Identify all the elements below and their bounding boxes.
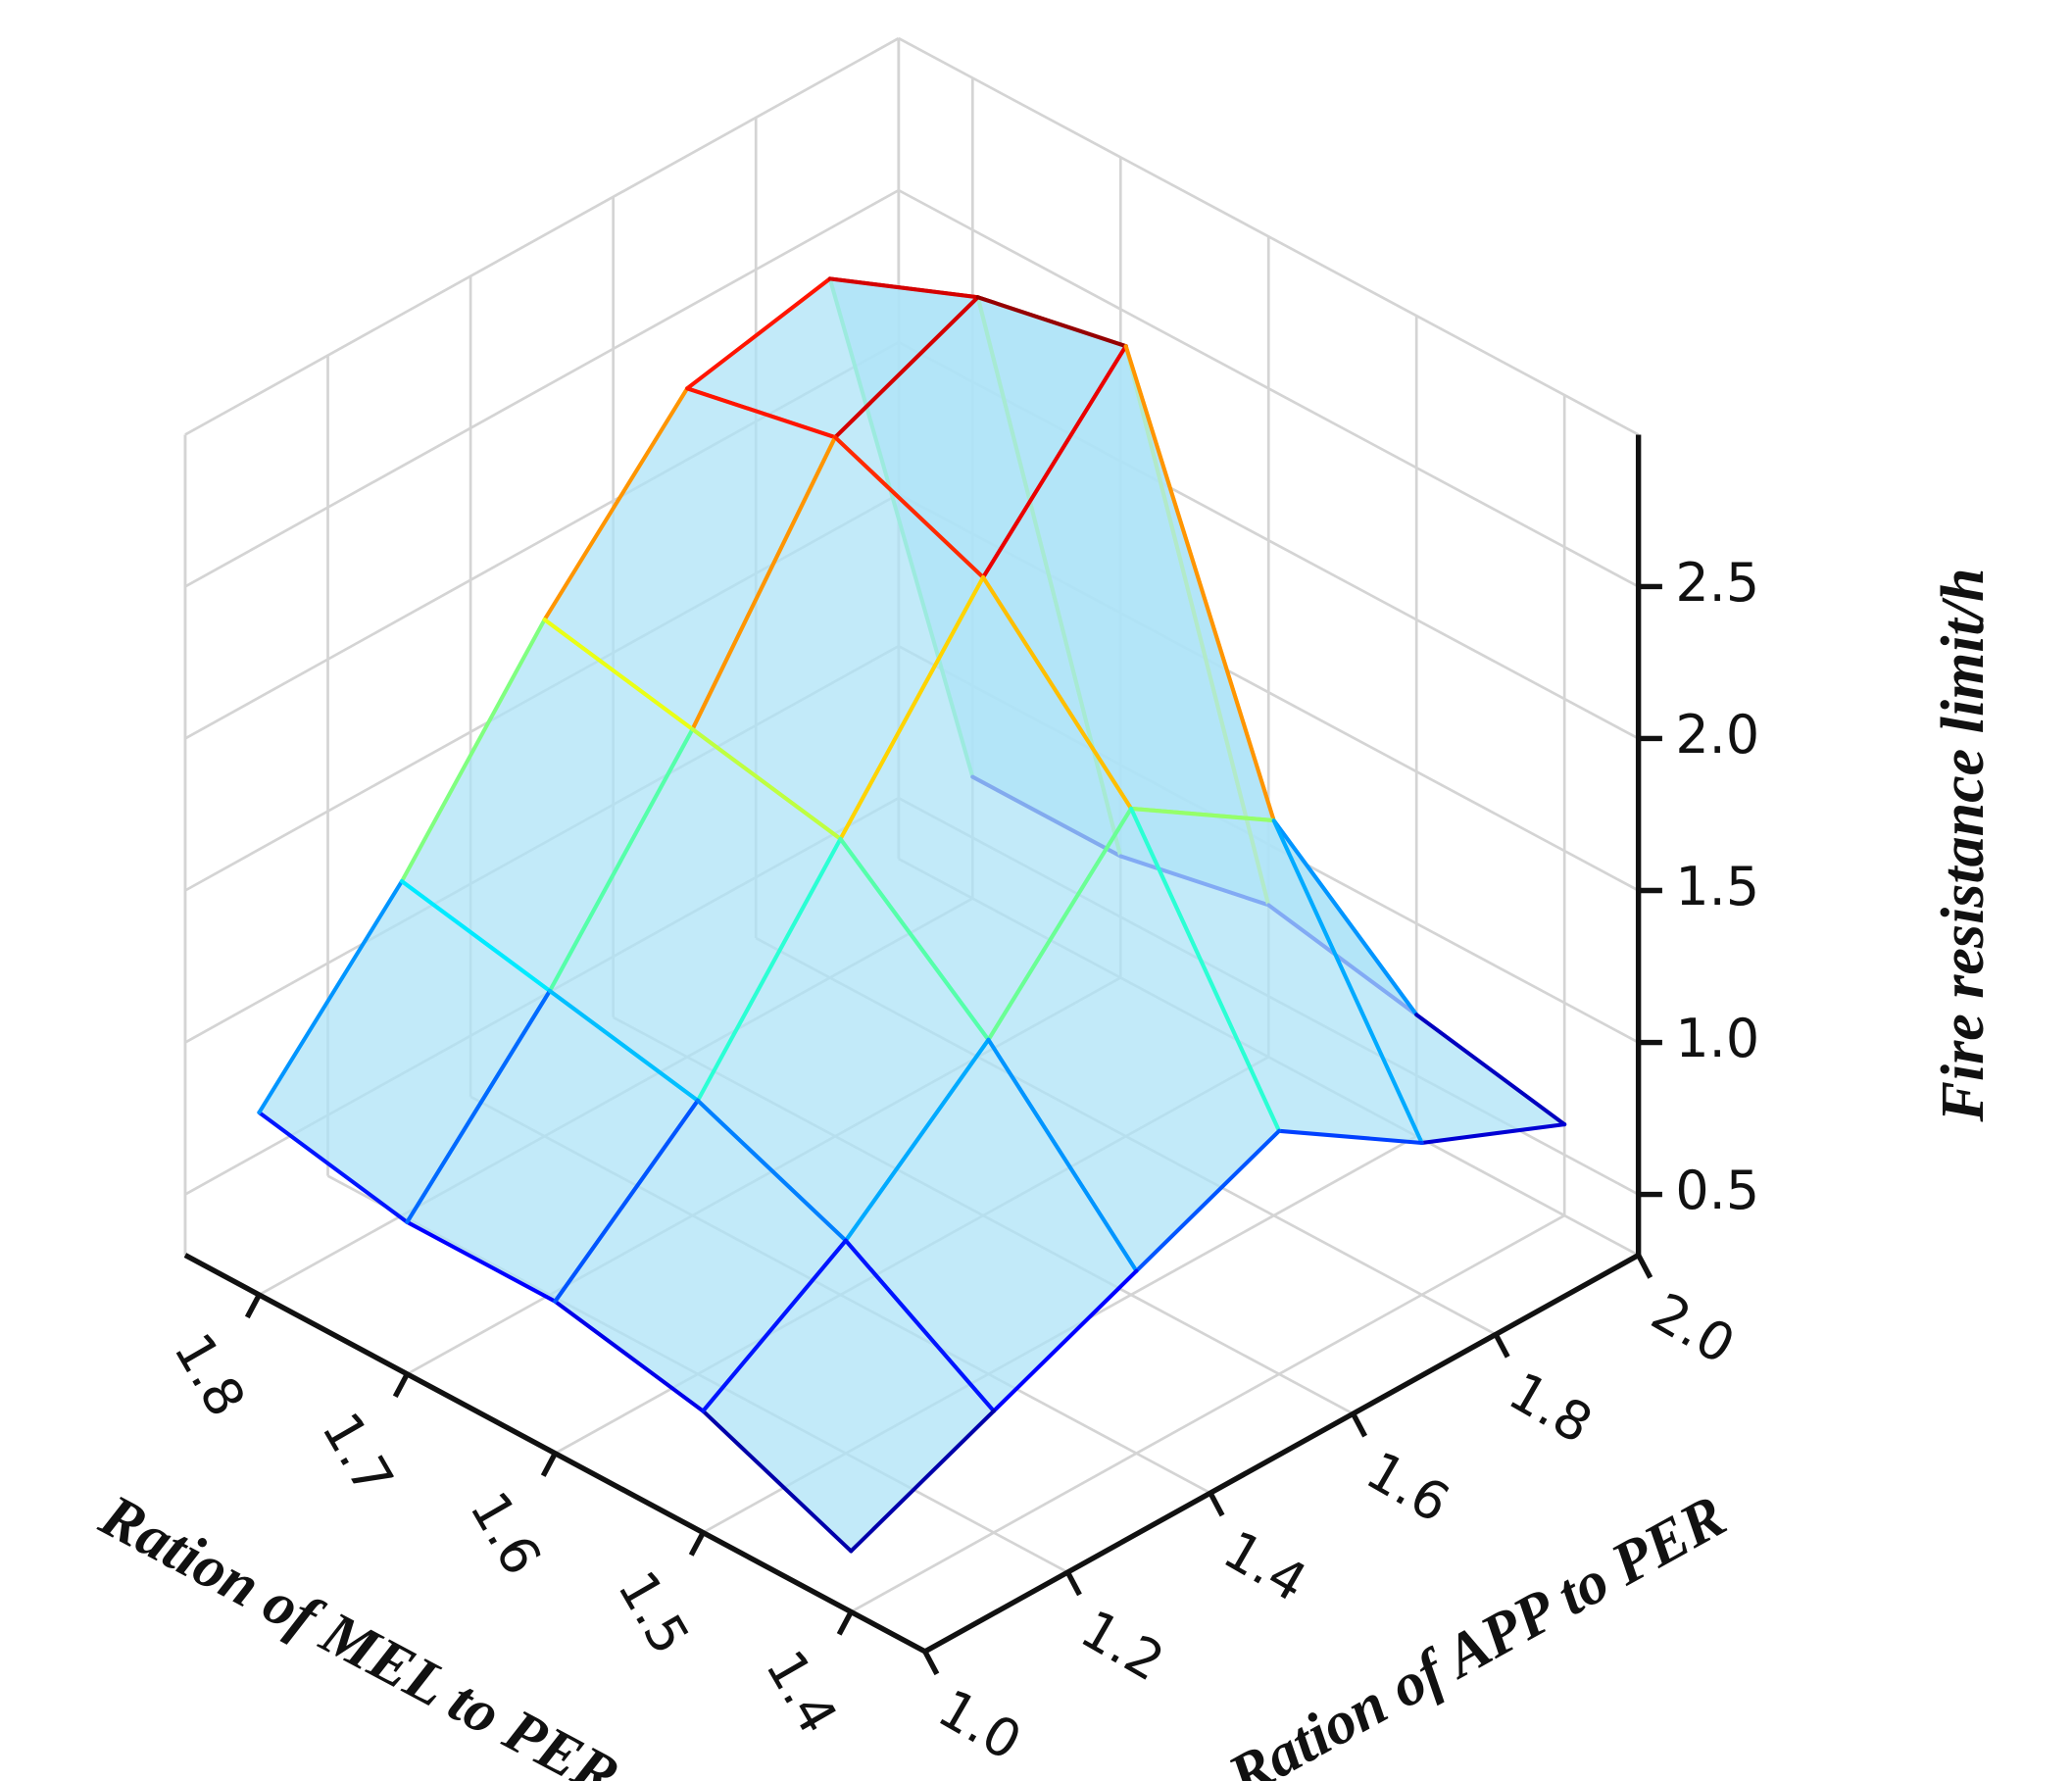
- mesh-edge: [1414, 1013, 1567, 1127]
- mesh-edge: [685, 386, 838, 440]
- box-edge: [184, 36, 900, 436]
- x-tick-label: 1.5: [606, 1560, 701, 1664]
- y-tick-label: 1.0: [928, 1677, 1032, 1772]
- mesh-edge: [1276, 1128, 1424, 1145]
- mesh-edge: [849, 1409, 996, 1554]
- surface: [257, 276, 1567, 1554]
- mesh-edge: [685, 276, 832, 391]
- grid-line: [850, 1213, 1565, 1613]
- surface-patch: [692, 437, 984, 839]
- mesh-edge: [838, 836, 991, 1042]
- z-tick-label: 1.0: [1675, 1008, 1759, 1069]
- x-tick-label: 1.6: [458, 1481, 553, 1585]
- y-tick: [1493, 1333, 1510, 1359]
- surface-patch: [407, 990, 698, 1302]
- mesh-edge: [405, 988, 552, 1224]
- surface-patch: [544, 388, 836, 730]
- x-tick: [244, 1293, 262, 1319]
- surface-patch: [1131, 808, 1422, 1143]
- y-tick: [1064, 1570, 1082, 1597]
- x-tick-label: 1.8: [162, 1323, 257, 1427]
- surface-patch: [549, 729, 841, 1101]
- mesh-edge: [827, 276, 980, 300]
- mesh-edge: [1271, 818, 1424, 1145]
- surface-patch: [555, 1100, 846, 1411]
- x-tick-label: 1.4: [754, 1640, 849, 1744]
- mesh-edge: [1134, 1128, 1282, 1273]
- surface-patch: [845, 1039, 1137, 1411]
- surface-patch: [401, 619, 693, 991]
- x-tick: [540, 1452, 558, 1477]
- mesh-edge: [690, 727, 843, 841]
- mesh-edge: [553, 1299, 706, 1413]
- mesh-edge: [838, 575, 986, 841]
- mesh-edge: [547, 988, 700, 1103]
- mesh-edge: [399, 879, 552, 993]
- mesh-edge: [701, 1238, 848, 1413]
- z-axis-title: Fire resistance limit/h: [1930, 569, 1997, 1123]
- y-tick-label: 1.8: [1499, 1360, 1603, 1456]
- mesh-edge: [1123, 344, 1276, 823]
- mesh-edge: [986, 806, 1134, 1042]
- mesh-edge: [1271, 818, 1419, 1017]
- z-tick-label: 2.0: [1675, 704, 1759, 766]
- mesh-edge: [1129, 806, 1276, 823]
- surface-patch: [687, 278, 978, 438]
- mesh-edge: [257, 1110, 410, 1224]
- mesh-edge: [399, 618, 547, 884]
- y-tick-label: 2.0: [1642, 1281, 1746, 1376]
- mesh-edge: [257, 879, 405, 1114]
- x-tick: [688, 1531, 706, 1557]
- z-tick-label: 1.5: [1675, 856, 1759, 917]
- y-axis: [923, 1253, 1640, 1655]
- mesh-edge: [695, 836, 843, 1103]
- mesh-edge: [547, 727, 695, 993]
- x-tick: [836, 1610, 854, 1636]
- z-tick-label: 0.5: [1675, 1160, 1759, 1221]
- mesh-edge: [981, 344, 1128, 580]
- x-axis-title: Ration of MEL to PER: [89, 1482, 629, 1781]
- mesh-edge: [991, 1268, 1139, 1413]
- box-edge: [898, 36, 1640, 436]
- mesh-edge: [553, 1098, 700, 1304]
- x-tick-label: 1.7: [310, 1403, 405, 1507]
- y-tick: [1351, 1412, 1368, 1438]
- surface-patch: [703, 1240, 994, 1552]
- surface-patch: [983, 346, 1274, 821]
- surface-patch: [259, 881, 550, 1222]
- surface-patch: [1273, 820, 1565, 1143]
- mesh-edge: [986, 1037, 1139, 1273]
- mesh-edge: [833, 295, 980, 440]
- mesh-edge: [405, 1219, 558, 1304]
- y-tick: [922, 1650, 940, 1676]
- y-tick-label: 1.6: [1356, 1439, 1459, 1534]
- mesh-edge: [695, 1098, 848, 1243]
- mesh-edge: [843, 1037, 991, 1243]
- x-tick: [392, 1372, 410, 1399]
- mesh-edge: [690, 435, 838, 732]
- mesh-edge: [981, 575, 1134, 811]
- mesh-edge: [701, 1409, 854, 1554]
- mesh-edge: [542, 386, 690, 622]
- mesh-edge: [843, 1238, 996, 1413]
- mesh-edge: [1129, 806, 1282, 1133]
- y-tick-label: 1.2: [1070, 1598, 1174, 1693]
- y-tick-label: 1.4: [1213, 1518, 1317, 1613]
- mesh-edge: [542, 618, 695, 732]
- y-tick: [1636, 1254, 1653, 1279]
- y-axis-title: Ration of APP to PER: [1217, 1483, 1737, 1781]
- mesh-edge: [1419, 1122, 1567, 1145]
- mesh-edge: [833, 435, 986, 580]
- mesh-edge: [975, 295, 1128, 349]
- z-tick-label: 2.5: [1675, 552, 1759, 614]
- y-tick: [1208, 1491, 1225, 1517]
